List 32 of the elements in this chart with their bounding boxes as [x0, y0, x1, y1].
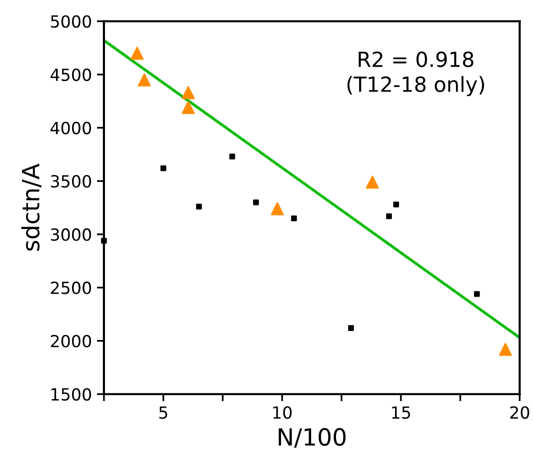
point: [270, 202, 284, 216]
point: [101, 238, 107, 244]
y-tick-label: 1500: [52, 388, 92, 401]
point: [182, 86, 195, 100]
y-tick-label: 5000: [51, 15, 92, 28]
x-tick-label: 20: [510, 406, 530, 419]
point: [229, 154, 236, 160]
point: [291, 215, 297, 222]
y-tick-label: 4500: [50, 68, 92, 82]
point: [138, 73, 151, 86]
point: [498, 342, 512, 356]
point: [348, 325, 354, 331]
x-axis-title: N/100: [278, 428, 346, 448]
point: [474, 291, 480, 297]
y-tick-label: 4000: [50, 122, 92, 134]
point: [393, 202, 400, 208]
x-tick-label: 5: [159, 406, 168, 419]
y-tick-label: 2500: [50, 282, 92, 294]
y-tick-label: 3000: [50, 228, 92, 241]
point: [366, 176, 379, 189]
x-tick-label: 10: [273, 406, 292, 419]
point: [160, 165, 166, 172]
point: [253, 199, 259, 206]
point: [130, 46, 144, 60]
point: [386, 213, 392, 220]
y-axis-title: sdctn/A: [21, 164, 42, 251]
y-tick-label: 3500: [50, 175, 92, 188]
point: [196, 204, 202, 210]
x-tick-label: 15: [392, 406, 410, 419]
annotation: R2 = 0.918 (T12-18 only): [347, 51, 484, 96]
y-tick-label: 2000: [50, 334, 92, 348]
point: [182, 101, 195, 114]
